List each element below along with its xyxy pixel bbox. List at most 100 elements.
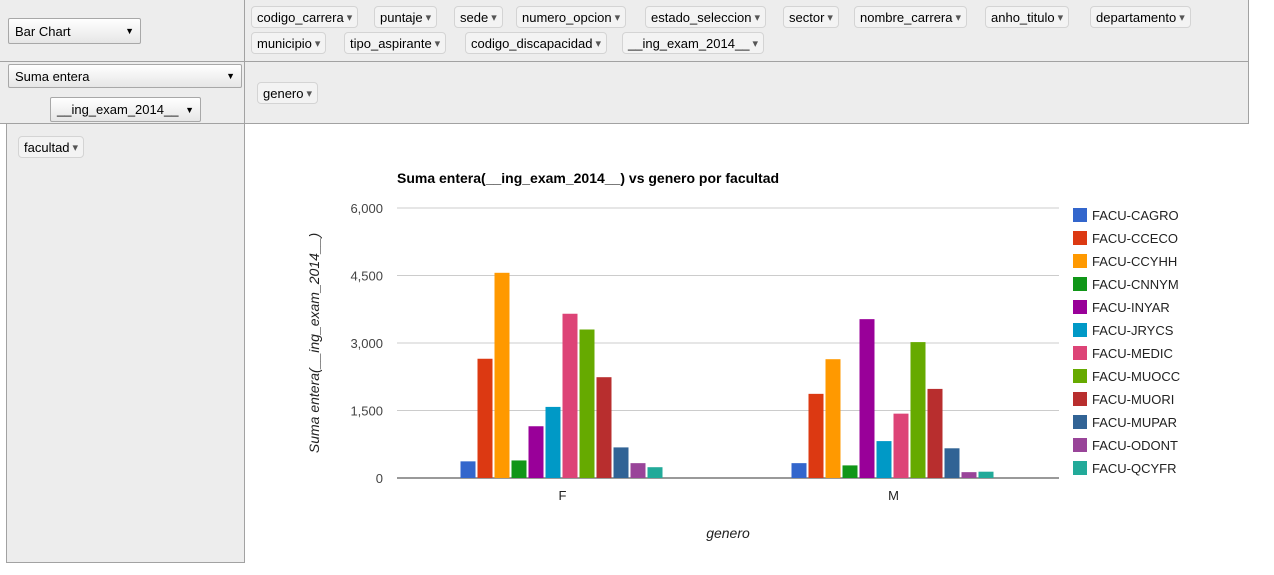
field-pill[interactable]: codigo_discapacidad ▾ [465,32,607,54]
bar-facu-cceco-f[interactable] [477,358,493,478]
triangle-down-icon[interactable]: ▾ [72,141,79,154]
renderer-select-value: Bar Chart [15,23,71,39]
field-pill[interactable]: municipio ▾ [251,32,327,54]
triangle-down-icon[interactable]: ▾ [314,37,321,50]
triangle-down-icon[interactable]: ▾ [827,11,833,24]
legend-swatch [1073,254,1087,268]
bar-facu-muocc-f[interactable] [579,329,595,479]
field-pill-label: nombre_carrera [860,9,953,25]
bar-facu-mupar-f[interactable] [613,447,629,478]
triangle-down-icon[interactable]: ▾ [491,11,497,24]
field-pill-label: departamento [1096,9,1177,25]
bar-facu-qcyfr-f[interactable] [647,467,663,478]
bar-facu-mupar-m[interactable] [944,448,960,478]
legend-swatch [1073,415,1087,429]
y-tick-label: 0 [376,471,383,486]
triangle-down-icon[interactable]: ▾ [955,11,962,24]
legend-swatch [1073,208,1087,222]
triangle-down-icon[interactable]: ▾ [434,37,441,50]
field-pill-label: __ing_exam_2014__ [628,35,750,51]
legend-swatch [1073,231,1087,245]
field-pill[interactable]: departamento ▾ [1090,6,1191,28]
triangle-down-icon[interactable]: ▾ [614,11,621,24]
legend-label: FACU-MEDIC [1092,346,1173,361]
field-pill[interactable]: anho_titulo ▾ [985,6,1070,28]
row-field-label: facultad [24,139,70,155]
row-fields-cell [6,123,245,563]
aggregator-select-value: Suma entera [15,68,90,84]
field-pill[interactable]: tipo_aspirante ▾ [344,32,447,54]
y-tick-label: 1,500 [350,404,383,419]
triangle-down-icon[interactable]: ▾ [752,37,758,50]
field-pill[interactable]: __ing_exam_2014__ ▾ [622,32,764,54]
legend-label: FACU-MUOCC [1092,369,1180,384]
triangle-down-icon[interactable]: ▾ [754,11,760,24]
field-pill[interactable]: codigo_carrera ▾ [251,6,359,28]
field-pill-label: estado_seleccion [651,9,752,25]
bar-facu-jrycs-m[interactable] [876,441,892,478]
legend-label: FACU-ODONT [1092,438,1178,453]
bar-facu-cceco-m[interactable] [808,393,824,478]
bar-facu-ccyhh-f[interactable] [494,272,510,478]
bar-facu-inyar-f[interactable] [528,426,544,478]
bar-facu-medic-f[interactable] [562,313,578,478]
aggregator-field-select[interactable]: __ing_exam_2014__ ▼ [50,97,201,122]
chevron-down-icon: ▼ [185,104,194,115]
bar-facu-odont-m[interactable] [961,472,977,478]
y-axis-label: Suma entera(__ing_exam_2014__) [306,233,322,453]
field-pill[interactable]: sede ▾ [454,6,503,28]
bar-chart: Suma entera(__ing_exam_2014__) vs genero… [306,170,1180,541]
triangle-down-icon[interactable]: ▾ [346,11,353,24]
bar-facu-muori-f[interactable] [596,377,612,478]
bar-facu-jrycs-f[interactable] [545,406,561,478]
bar-facu-muori-m[interactable] [927,388,943,478]
y-tick-label: 4,500 [350,269,383,284]
field-pill[interactable]: puntaje ▾ [374,6,438,28]
bar-facu-odont-f[interactable] [630,463,646,478]
legend-swatch [1073,300,1087,314]
x-tick-label: F [559,488,567,503]
renderer-select[interactable]: Bar Chart ▼ [8,18,141,44]
y-tick-label: 3,000 [350,336,383,351]
legend-swatch [1073,369,1087,383]
triangle-down-icon[interactable]: ▾ [1179,11,1185,24]
legend-label: FACU-MUORI [1092,392,1174,407]
field-pill[interactable]: sector ▾ [783,6,839,28]
field-pill[interactable]: nombre_carrera ▾ [854,6,968,28]
legend-label: FACU-MUPAR [1092,415,1177,430]
legend-swatch [1073,438,1087,452]
field-pill[interactable]: estado_seleccion ▾ [645,6,766,28]
field-pill-label: anho_titulo [991,9,1055,25]
field-pill-label: codigo_carrera [257,9,344,25]
legend-label: FACU-CCYHH [1092,254,1177,269]
chevron-down-icon: ▼ [125,26,134,36]
column-field-label: genero [263,85,304,101]
field-pill[interactable]: numero_opcion ▾ [516,6,627,28]
triangle-down-icon[interactable]: ▾ [1057,11,1064,24]
triangle-down-icon[interactable]: ▾ [425,11,432,24]
bar-facu-cagro-m[interactable] [791,463,807,478]
bar-facu-medic-m[interactable] [893,413,909,478]
chart-title: Suma entera(__ing_exam_2014__) vs genero… [397,170,779,186]
column-field-pill[interactable]: genero ▾ [257,82,319,104]
triangle-down-icon[interactable]: ▾ [595,37,601,50]
bar-facu-qcyfr-m[interactable] [978,471,994,478]
field-pill-label: puntaje [380,9,423,25]
legend-label: FACU-CCECO [1092,231,1178,246]
bar-facu-muocc-m[interactable] [910,342,926,478]
aggregator-select[interactable]: Suma entera ▼ [8,64,242,88]
bar-facu-cnnym-f[interactable] [511,460,527,478]
field-pill-label: municipio [257,35,312,51]
legend-swatch [1073,277,1087,291]
bar-facu-cnnym-m[interactable] [842,465,858,478]
aggregator-field-value: __ing_exam_2014__ [57,102,179,117]
bar-facu-cagro-f[interactable] [460,461,476,478]
chevron-down-icon: ▼ [226,71,235,81]
bar-facu-ccyhh-m[interactable] [825,359,841,478]
bar-facu-inyar-m[interactable] [859,319,875,478]
legend-swatch [1073,392,1087,406]
row-field-pill[interactable]: facultad ▾ [18,136,85,158]
triangle-down-icon[interactable]: ▾ [306,87,313,100]
x-tick-label: M [888,488,899,503]
legend-swatch [1073,323,1087,337]
